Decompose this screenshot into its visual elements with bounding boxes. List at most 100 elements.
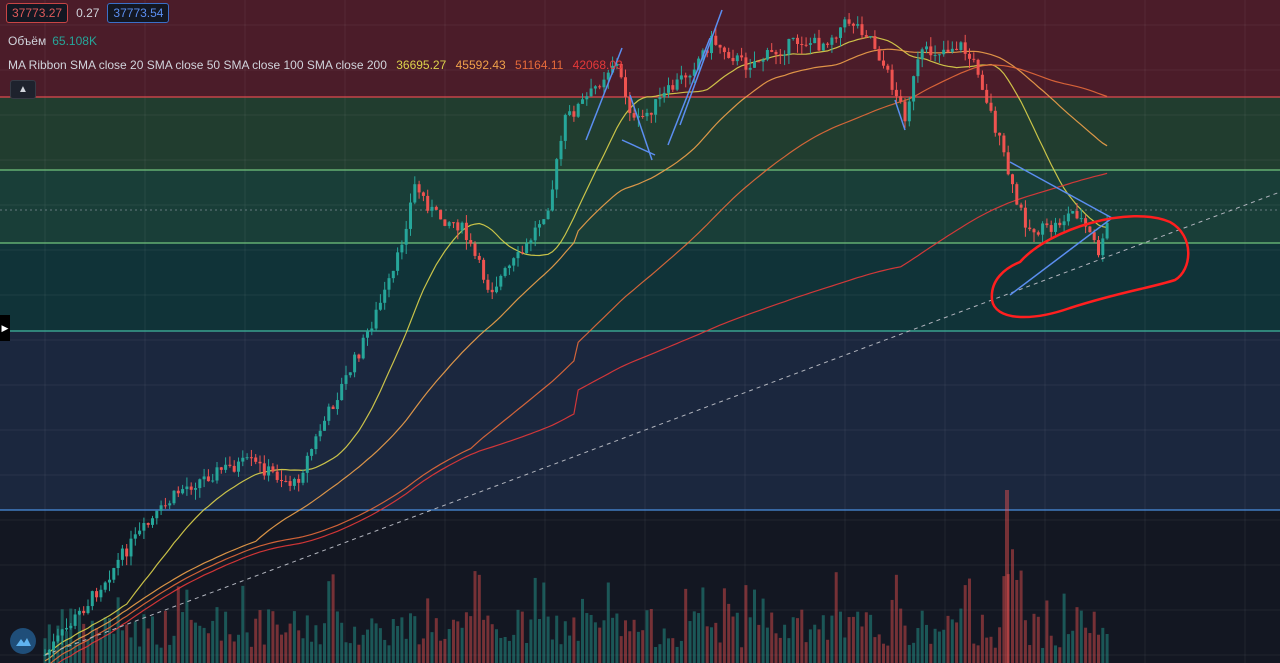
volume-bar <box>667 638 670 663</box>
volume-bar <box>460 627 464 663</box>
candle <box>791 37 795 39</box>
candle <box>1097 240 1100 256</box>
candle <box>1041 223 1045 235</box>
candlesticks <box>43 13 1109 663</box>
candle <box>976 59 980 75</box>
candle <box>546 210 550 220</box>
candle <box>1105 223 1109 239</box>
volume-bar <box>843 637 847 663</box>
volume-bar <box>168 644 172 663</box>
volume-bar <box>1101 627 1105 663</box>
volume-bar <box>486 615 490 663</box>
volume-bar <box>1084 627 1088 663</box>
volume-bar <box>228 634 232 663</box>
volume-bars <box>43 490 1109 663</box>
candle <box>989 102 993 111</box>
volume-bar <box>804 642 808 663</box>
candle <box>998 132 1002 136</box>
candle <box>237 461 240 472</box>
candle <box>1054 222 1057 232</box>
volume-bar <box>658 644 662 663</box>
volume-bar <box>219 640 223 663</box>
volume-bar <box>645 610 649 663</box>
volume-bar <box>533 577 537 663</box>
candle <box>671 85 675 90</box>
volume-bar <box>808 629 812 663</box>
bid-price[interactable]: 37773.27 <box>6 3 69 23</box>
tradingview-logo[interactable] <box>10 628 36 654</box>
candle <box>357 354 361 359</box>
volume-bar <box>353 626 357 663</box>
volume-bar <box>1088 633 1092 663</box>
volume-bar <box>370 618 374 663</box>
candle <box>722 47 726 53</box>
candle <box>688 75 692 78</box>
volume-bar <box>903 625 907 663</box>
candle <box>151 518 154 525</box>
volume-bar <box>383 639 387 663</box>
candle <box>804 44 808 46</box>
channel-line <box>667 37 711 146</box>
triangle-lower-line <box>1009 217 1113 296</box>
volume-bar <box>477 574 481 663</box>
volume-bar <box>271 611 275 663</box>
candle <box>241 457 245 462</box>
candle <box>125 548 129 557</box>
channel-line <box>629 94 653 161</box>
candle <box>929 46 933 56</box>
candle <box>206 476 210 482</box>
candle <box>108 579 111 583</box>
price-bar: 37773.27 0.27 37773.54 <box>6 3 170 23</box>
candle <box>1032 229 1036 233</box>
collapse-legend-button[interactable]: ▲ <box>10 80 36 99</box>
candle <box>228 464 232 466</box>
volume-bar <box>292 611 296 663</box>
candle <box>284 481 288 483</box>
volume-legend[interactable]: Объём 65.108K <box>8 34 97 48</box>
volume-bar <box>490 624 494 663</box>
candle <box>946 49 950 52</box>
price-zone <box>0 170 1280 243</box>
candle <box>899 96 903 102</box>
candle <box>796 37 799 44</box>
candle <box>43 654 47 656</box>
candle <box>73 614 77 626</box>
candle <box>654 99 658 115</box>
candle <box>520 252 524 254</box>
candle <box>731 57 735 62</box>
volume-bar <box>740 647 744 663</box>
candle <box>142 523 146 531</box>
ask-price[interactable]: 37773.54 <box>107 3 170 23</box>
candle <box>602 79 606 88</box>
candle <box>869 36 873 38</box>
candle <box>138 530 142 535</box>
volume-bar <box>95 628 99 663</box>
volume-bar <box>469 616 473 663</box>
volume-bar <box>133 621 137 663</box>
ma-ribbon-legend[interactable]: MA Ribbon SMA close 20 SMA close 50 SMA … <box>8 58 623 72</box>
volume-bar <box>1054 645 1057 663</box>
volume-bar <box>899 608 903 663</box>
side-panel-toggle[interactable]: ▶ <box>0 315 10 341</box>
volume-bar <box>56 625 60 663</box>
volume-bar <box>576 640 580 663</box>
candle <box>1019 204 1023 208</box>
volume-bar <box>662 628 666 663</box>
volume-bar <box>555 615 559 663</box>
volume-bar <box>464 612 468 663</box>
candle <box>593 86 597 89</box>
volume-bar <box>684 588 688 663</box>
volume-bar <box>606 582 610 663</box>
candle <box>361 337 365 359</box>
candle <box>980 74 984 90</box>
candle <box>288 481 292 486</box>
volume-bar <box>138 646 142 663</box>
candle <box>77 610 81 615</box>
candle <box>1079 218 1083 220</box>
candle <box>482 259 486 280</box>
candle <box>275 471 279 480</box>
candle <box>245 457 249 459</box>
volume-bar <box>757 624 761 663</box>
candle <box>82 610 86 614</box>
